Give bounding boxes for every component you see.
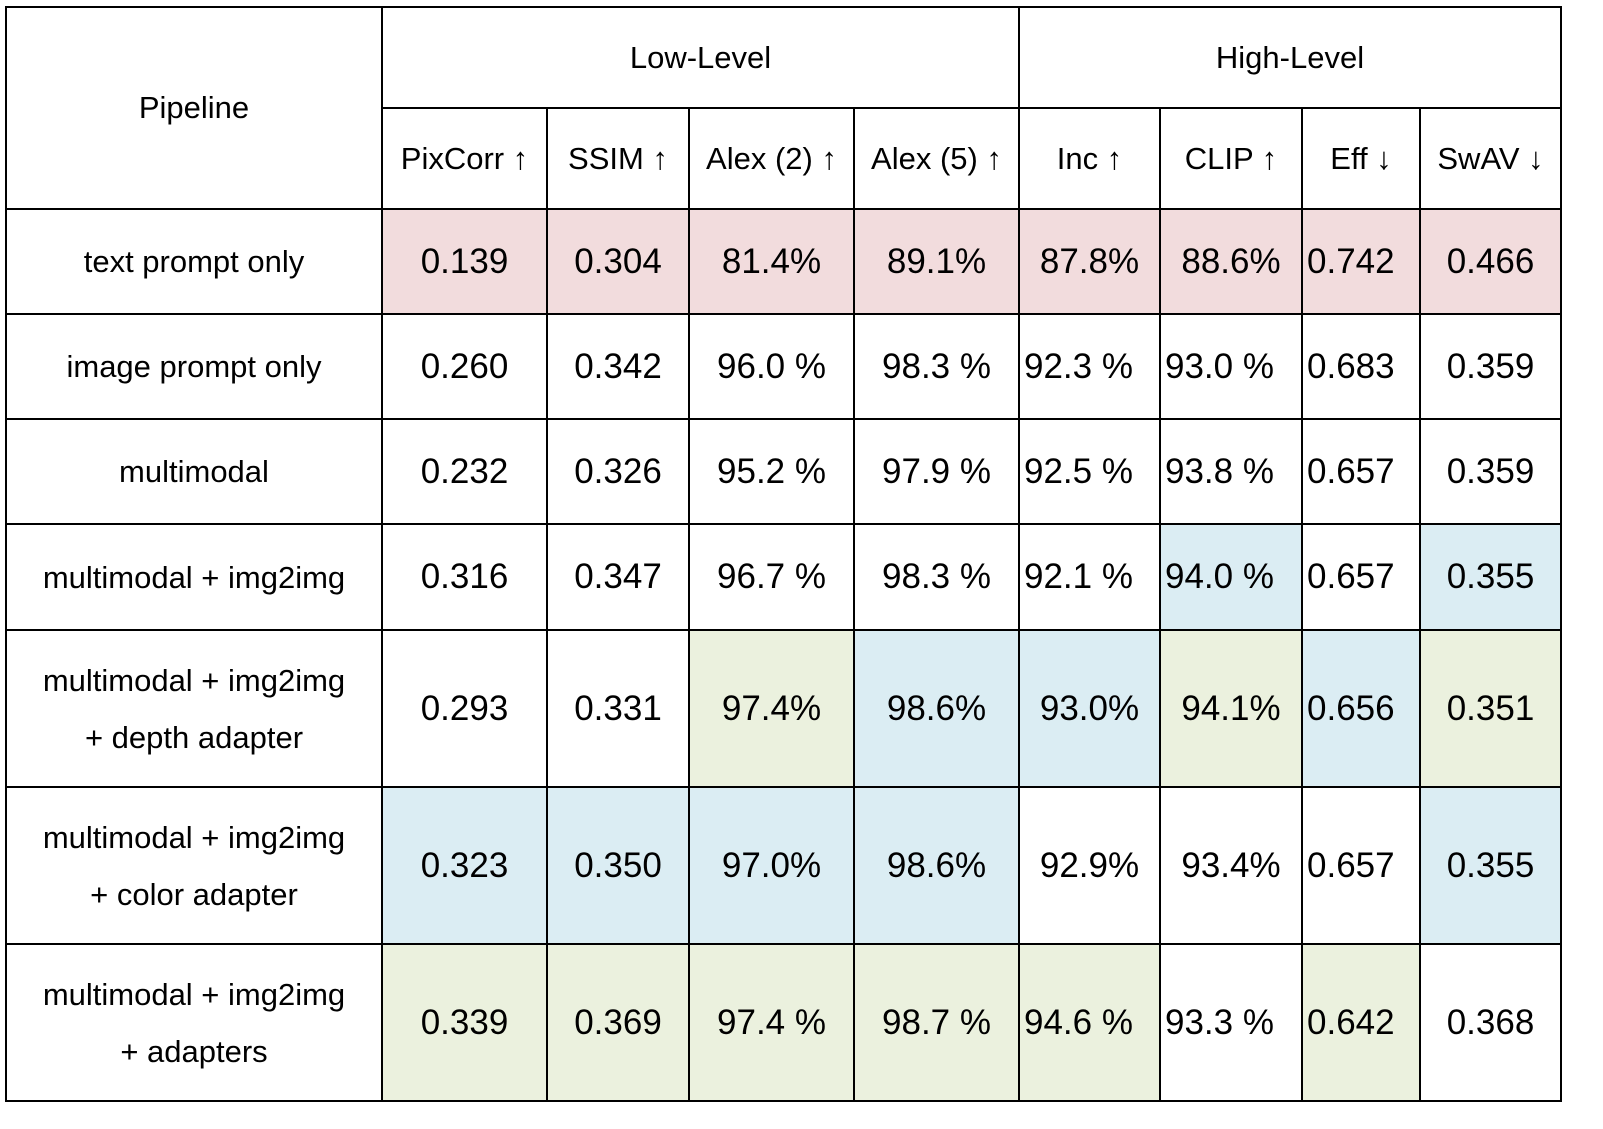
value-cell-ssim: 0.347 (546, 523, 690, 631)
pipeline-header: Pipeline (5, 6, 383, 210)
value-cell-pixcorr: 0.139 (381, 208, 548, 315)
table-row: multimodal + img2img + depth adapter 0.293… (5, 629, 1562, 788)
table-row: multimodal 0.232 0.326 95.2 % 97.9 % 92.5 % 93… (5, 418, 1562, 525)
value-cell-inc: 92.1 % (1018, 523, 1161, 631)
pipeline-cell: text prompt only (5, 208, 383, 315)
value-cell-swav: 0.351 (1419, 629, 1562, 788)
value-cell-alex2: 97.4 % (688, 943, 855, 1102)
table-row: image prompt only 0.260 0.342 96.0 % 98.3 % 9… (5, 313, 1562, 420)
value-cell-alex5: 98.7 % (853, 943, 1020, 1102)
value-cell-pixcorr: 0.316 (381, 523, 548, 631)
pipeline-label: + adapters (120, 1033, 268, 1069)
table-row: multimodal + img2img + adapters 0.339 0.369… (5, 943, 1562, 1102)
value-cell-eff: 0.657 (1301, 786, 1421, 945)
value-cell-inc: 92.3 % (1018, 313, 1161, 420)
value-cell-ssim: 0.304 (546, 208, 690, 315)
pipeline-label: multimodal + img2img (42, 976, 346, 1012)
pipeline-label: + color adapter (90, 876, 298, 912)
value-cell-inc: 93.0% (1018, 629, 1161, 788)
value-cell-alex2: 95.2 % (688, 418, 855, 525)
value-cell-eff: 0.683 (1301, 313, 1421, 420)
value-cell-ssim: 0.350 (546, 786, 690, 945)
metric-header-alex5: Alex (5) ↑ (853, 107, 1020, 210)
value-cell-alex2: 97.4% (688, 629, 855, 788)
metric-header-eff: Eff ↓ (1301, 107, 1421, 210)
pipeline-label: text prompt only (83, 244, 305, 279)
pipeline-label: multimodal (119, 454, 269, 489)
value-cell-alex5: 98.6% (853, 629, 1020, 788)
value-cell-alex5: 98.3 % (853, 313, 1020, 420)
value-cell-eff: 0.656 (1301, 629, 1421, 788)
value-cell-clip: 93.0 % (1159, 313, 1303, 420)
metric-header-inc: Inc ↑ (1018, 107, 1161, 210)
value-cell-swav: 0.359 (1419, 313, 1562, 420)
value-cell-inc: 87.8% (1018, 208, 1161, 315)
pipeline-label: multimodal + img2img (42, 662, 346, 698)
value-cell-ssim: 0.331 (546, 629, 690, 788)
high-level-header: High-Level (1018, 6, 1562, 109)
table-row: text prompt only 0.139 0.304 81.4% 89.1% 87.8… (5, 208, 1562, 315)
metric-header-alex2: Alex (2) ↑ (688, 107, 855, 210)
value-cell-alex5: 89.1% (853, 208, 1020, 315)
value-cell-pixcorr: 0.260 (381, 313, 548, 420)
pipeline-cell: multimodal + img2img (5, 523, 383, 631)
pipeline-label: multimodal + img2img (42, 559, 346, 595)
table-row: multimodal + img2img + color adapter 0.323… (5, 786, 1562, 945)
value-cell-alex2: 96.0 % (688, 313, 855, 420)
low-level-header: Low-Level (381, 6, 1020, 109)
value-cell-alex5: 98.6% (853, 786, 1020, 945)
value-cell-pixcorr: 0.323 (381, 786, 548, 945)
pipeline-label: image prompt only (66, 349, 322, 384)
pipeline-cell: multimodal + img2img + adapters (5, 943, 383, 1102)
value-cell-clip: 93.8 % (1159, 418, 1303, 525)
value-cell-pixcorr: 0.293 (381, 629, 548, 788)
value-cell-ssim: 0.342 (546, 313, 690, 420)
value-cell-clip: 94.0 % (1159, 523, 1303, 631)
pipeline-cell: image prompt only (5, 313, 383, 420)
value-cell-eff: 0.657 (1301, 418, 1421, 525)
value-cell-pixcorr: 0.232 (381, 418, 548, 525)
value-cell-inc: 92.5 % (1018, 418, 1161, 525)
pipeline-cell: multimodal (5, 418, 383, 525)
pipeline-label: + depth adapter (84, 719, 304, 755)
value-cell-swav: 0.359 (1419, 418, 1562, 525)
value-cell-pixcorr: 0.339 (381, 943, 548, 1102)
value-cell-alex5: 98.3 % (853, 523, 1020, 631)
value-cell-eff: 0.657 (1301, 523, 1421, 631)
metric-header-pixcorr: PixCorr ↑ (381, 107, 548, 210)
value-cell-clip: 88.6% (1159, 208, 1303, 315)
value-cell-eff: 0.742 (1301, 208, 1421, 315)
metric-header-clip: CLIP ↑ (1159, 107, 1303, 210)
value-cell-alex5: 97.9 % (853, 418, 1020, 525)
value-cell-swav: 0.466 (1419, 208, 1562, 315)
pipeline-cell: multimodal + img2img + color adapter (5, 786, 383, 945)
value-cell-alex2: 81.4% (688, 208, 855, 315)
value-cell-ssim: 0.369 (546, 943, 690, 1102)
value-cell-ssim: 0.326 (546, 418, 690, 525)
results-table: Pipeline Low-Level High-Level PixCorr ↑ … (5, 6, 1562, 1102)
value-cell-eff: 0.642 (1301, 943, 1421, 1102)
value-cell-clip: 94.1% (1159, 629, 1303, 788)
pipeline-label: multimodal + img2img (42, 819, 346, 855)
value-cell-swav: 0.355 (1419, 786, 1562, 945)
value-cell-alex2: 97.0% (688, 786, 855, 945)
metric-header-swav: SwAV ↓ (1419, 107, 1562, 210)
value-cell-inc: 92.9% (1018, 786, 1161, 945)
value-cell-clip: 93.3 % (1159, 943, 1303, 1102)
value-cell-alex2: 96.7 % (688, 523, 855, 631)
pipeline-cell: multimodal + img2img + depth adapter (5, 629, 383, 788)
value-cell-clip: 93.4% (1159, 786, 1303, 945)
value-cell-swav: 0.368 (1419, 943, 1562, 1102)
table-row: multimodal + img2img 0.316 0.347 96.7 % 98.3… (5, 523, 1562, 631)
value-cell-inc: 94.6 % (1018, 943, 1161, 1102)
metric-header-ssim: SSIM ↑ (546, 107, 690, 210)
value-cell-swav: 0.355 (1419, 523, 1562, 631)
